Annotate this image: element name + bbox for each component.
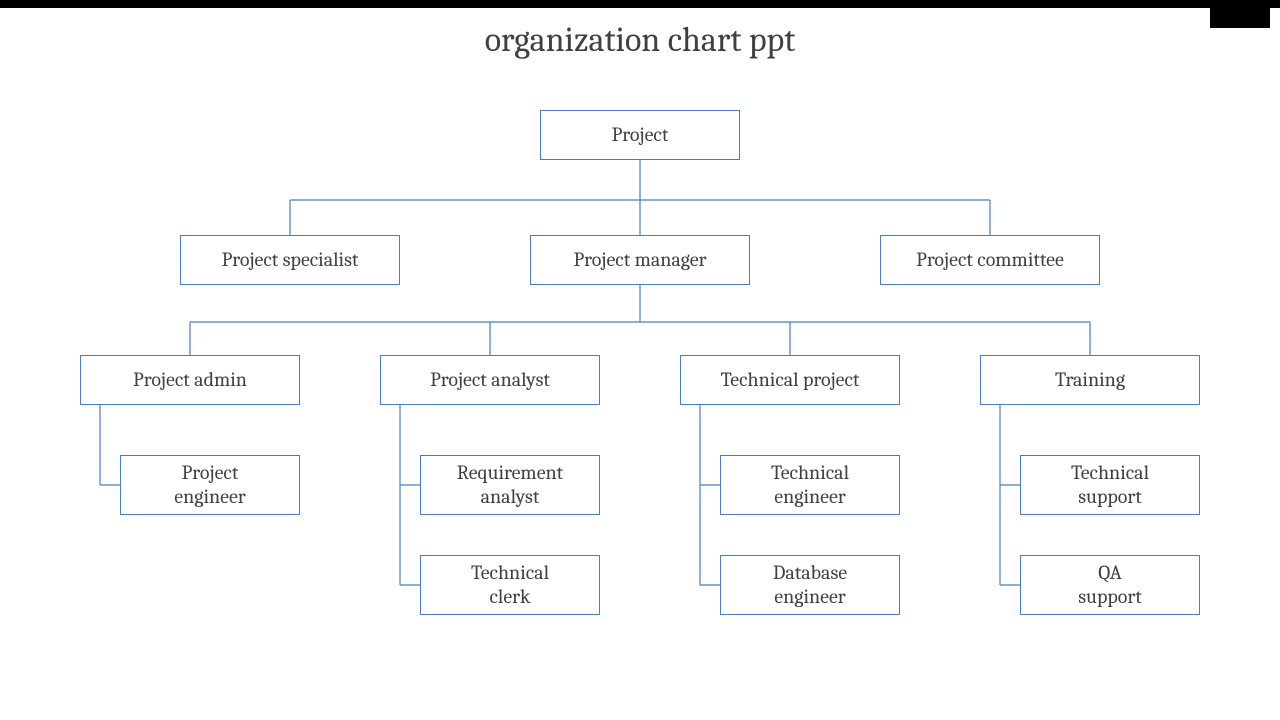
org-node-deng: Databaseengineer <box>720 555 900 615</box>
org-node-admin: Project admin <box>80 355 300 405</box>
page-title: organization chart ppt <box>0 20 1280 60</box>
org-node-peng: Projectengineer <box>120 455 300 515</box>
org-node-root: Project <box>540 110 740 160</box>
org-node-mgr: Project manager <box>530 235 750 285</box>
org-node-clerk: Technicalclerk <box>420 555 600 615</box>
org-node-tech: Technical project <box>680 355 900 405</box>
top-bar <box>0 0 1280 8</box>
org-node-spec: Project specialist <box>180 235 400 285</box>
org-node-analyst: Project analyst <box>380 355 600 405</box>
org-node-tsup: Technicalsupport <box>1020 455 1200 515</box>
org-node-qa: QAsupport <box>1020 555 1200 615</box>
org-node-req: Requirementanalyst <box>420 455 600 515</box>
org-node-teng: Technicalengineer <box>720 455 900 515</box>
org-node-comm: Project committee <box>880 235 1100 285</box>
org-node-train: Training <box>980 355 1200 405</box>
